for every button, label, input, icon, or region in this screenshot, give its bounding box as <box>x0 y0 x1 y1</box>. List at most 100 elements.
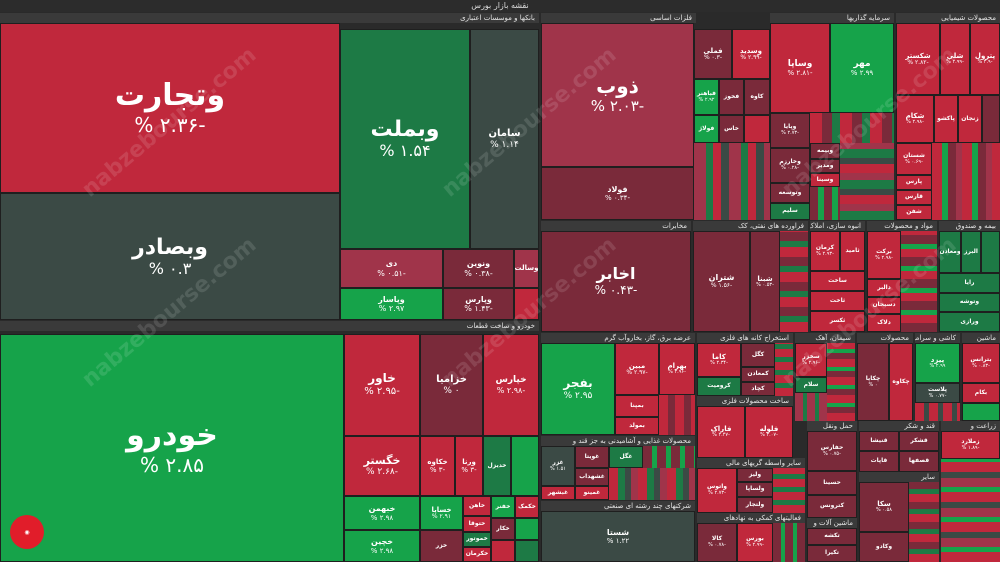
tile-shkam[interactable]: شکام -۲.۹۸ % <box>896 95 934 143</box>
tile-vmadir[interactable]: وکادو <box>859 532 909 562</box>
tile-shakastr[interactable]: شکستر -۲.۸۲ % <box>896 23 940 95</box>
tile-small[interactable] <box>515 540 539 562</box>
tile-vltejar[interactable]: ولتجار <box>737 497 773 513</box>
tile-bargh[interactable]: برکت -۲.۹۸ % <box>867 231 901 279</box>
section-food[interactable]: محصولات غذایی و آشامیدنی به جز قند و <box>541 436 695 446</box>
tile-ghzar[interactable]: غزر ۱.۵۱ % <box>541 446 575 486</box>
section-multi[interactable]: شرکتهای چند رشته ای صنعتی <box>541 501 695 511</box>
tile-fkhooz[interactable]: فخوز <box>719 79 744 115</box>
tile-vkosar[interactable]: البرز <box>961 231 981 273</box>
tile-khsharq[interactable]: خاهن <box>463 496 491 516</box>
tile-vira[interactable]: ورنا -۳ % <box>455 436 483 496</box>
tile-chkava[interactable]: چکاوه <box>889 343 913 421</box>
tile-tasakh[interactable]: ثاخت <box>810 291 865 311</box>
tile-bkam[interactable]: بکام <box>962 383 1000 403</box>
tile-small[interactable] <box>491 540 515 562</box>
tile-khgostar[interactable]: خگستر -۲.۶۸ % <box>344 436 420 496</box>
tile-pakshoo[interactable]: پاکشو <box>934 95 958 143</box>
tile-fmeli[interactable]: فملی -۰.۳ % <box>694 29 732 79</box>
tile-vsina[interactable]: وسینا <box>810 173 840 187</box>
tile-tesh[interactable]: تکشه <box>807 528 857 545</box>
tile-khodrazil[interactable]: خدیزل <box>483 436 511 496</box>
tile-vsadid[interactable]: وسدید -۲.۹۹ % <box>732 29 770 79</box>
section-cement[interactable]: سیمان، آهک <box>795 333 855 343</box>
tile-khbahman[interactable]: خبهمن ۲.۹۸ % <box>344 496 420 530</box>
tile-valiz[interactable]: ولیز <box>737 468 773 482</box>
tile-small[interactable] <box>962 403 1000 421</box>
section-telecom[interactable]: مخابرات <box>541 221 691 231</box>
tile-khchin[interactable]: خچین ۲.۹۸ % <box>344 530 420 562</box>
section-agri[interactable]: زراعت و <box>941 421 1000 431</box>
tile-petrol[interactable]: پترول -۲.۹ % <box>970 23 1000 95</box>
tile-palaft[interactable]: پلاست -۰.۷۷ % <box>915 383 960 403</box>
tile-vsalat[interactable]: وسالت <box>514 249 539 288</box>
tile-ravand[interactable]: رایا <box>939 273 1000 293</box>
tile-shasteh[interactable]: شستان -۰.۶۹ % <box>896 143 932 175</box>
tile-small[interactable] <box>981 231 1000 273</box>
tile-vkhazar[interactable]: وخارزم -۰.۲۸ % <box>770 148 810 183</box>
tile-fbahonar[interactable]: فباهنر ۲.۹۲ % <box>694 79 719 115</box>
tile-saman[interactable]: سامان ۱.۱۴ % <box>470 29 539 249</box>
tile-chekapa[interactable]: چکاپا ۰ % <box>857 343 889 421</box>
tile-khazr[interactable]: خزر <box>420 530 463 562</box>
tile-khsapa[interactable]: خساپا ۲.۹۱ % <box>420 496 463 530</box>
section-insurance[interactable]: بیمه و صندوق <box>939 221 1000 231</box>
tile-small[interactable] <box>511 436 539 496</box>
tile-ghbeshahr[interactable]: غبشهر <box>541 486 575 500</box>
tile-khakoo[interactable]: خکاوه -۳ % <box>420 436 455 496</box>
tile-sakhra[interactable]: سلام <box>795 377 827 393</box>
tile-vtosa[interactable]: وتوسعه <box>770 183 810 203</box>
tile-bmapna[interactable]: بمپنا <box>615 395 659 417</box>
tile-foolad[interactable]: فولاد -۰.۳۴ % <box>541 167 694 220</box>
tile-foolaj[interactable]: فلوله -۲.۰۷ % <box>745 406 793 458</box>
tile-ghnisha[interactable]: قنیشا <box>859 431 899 451</box>
tile-takmid[interactable]: ثامید <box>840 231 865 271</box>
tile-kermana[interactable]: کرمان -۲.۹۳ % <box>810 231 840 271</box>
tile-vnaft[interactable]: وبیمه <box>810 143 840 159</box>
tile-zanjan[interactable]: زنجان <box>958 95 982 143</box>
tile-boors[interactable]: بورس -۲.۹۹ % <box>737 523 773 562</box>
tile-kroomit[interactable]: کرومیت <box>697 377 741 396</box>
tile-ghgita[interactable]: غویتا <box>575 446 609 468</box>
tile-saliem[interactable]: سلیم <box>770 203 810 220</box>
tile-foolaj2[interactable]: فولاژ <box>694 115 719 143</box>
section-utility[interactable]: عرضه برق، گاز، بخاروآب گرم <box>541 333 695 343</box>
tile-vpasar[interactable]: وپاسار ۲.۹۷ % <box>340 288 443 320</box>
tile-shasta[interactable]: شستا ۱.۲۲ % <box>541 511 695 562</box>
section-banks[interactable]: بانکها و موسسات اعتباری <box>0 13 539 23</box>
section-auto[interactable]: خودرو و ساخت قطعات <box>0 321 539 331</box>
tile-kama[interactable]: کاما -۲.۳۴ % <box>697 343 741 377</box>
tile-small[interactable] <box>515 518 539 540</box>
tile-dsobhan[interactable]: دسبحان <box>867 297 901 314</box>
tile-ktrans[interactable]: کترونس <box>807 495 857 518</box>
tile-faraz[interactable]: فاراک -۲.۴۷ % <box>697 406 745 458</box>
tile-mobin[interactable]: مبین -۲.۹۷ % <box>615 343 659 395</box>
tile-akhaber[interactable]: اخابر -۰.۴۳ % <box>541 231 691 332</box>
section-mining[interactable]: استخراج کانه های فلزی <box>697 333 793 343</box>
tile-small[interactable] <box>744 115 770 143</box>
tile-khodro[interactable]: خودرو ۲.۸۵ % <box>0 334 344 562</box>
tile-tkeshr[interactable]: ثکسر <box>810 311 865 332</box>
tile-vpaya[interactable]: وپایا -۲.۷۳ % <box>770 113 810 148</box>
tile-zob[interactable]: ذوب -۲.۰۳ % <box>541 23 694 167</box>
tile-bmoald[interactable]: بمولد <box>615 417 659 435</box>
tile-vpars[interactable]: پارس <box>896 175 932 190</box>
tile-ghgol[interactable]: غگل <box>609 446 643 468</box>
tile-mehr[interactable]: مهر ۲.۹۹ % <box>830 23 894 113</box>
tile-khmotor[interactable]: خموتور <box>463 532 491 547</box>
tile-vnovin[interactable]: ونوین -۰.۳۸ % <box>443 249 514 288</box>
tile-shbna[interactable]: شبنا -۰.۵۳ % <box>750 231 780 332</box>
section-chem[interactable]: محصولات شیمیایی <box>896 13 1000 23</box>
tile-kegel[interactable]: کگل <box>741 343 775 367</box>
tile-khazamia[interactable]: خزامیا ۰ % <box>420 334 483 436</box>
tile-vtejarat[interactable]: وتجارت -۲.۳۶ % <box>0 23 340 193</box>
tile-tkhoodro[interactable]: تکیرا <box>807 545 857 562</box>
tile-khas[interactable]: خاس <box>719 115 744 143</box>
section-invest[interactable]: سرمایه گذاریها <box>770 13 894 23</box>
section-plaster[interactable]: محصولات <box>857 333 913 343</box>
section-pharma[interactable]: ماشین <box>962 333 1000 343</box>
tile-khkar[interactable]: خکار <box>491 518 515 540</box>
section-other[interactable]: سایر <box>859 472 939 482</box>
tile-bfajr[interactable]: بفجر ۲.۹۵ % <box>541 343 615 435</box>
section-mineral[interactable]: مواد و محصولات <box>867 221 937 231</box>
